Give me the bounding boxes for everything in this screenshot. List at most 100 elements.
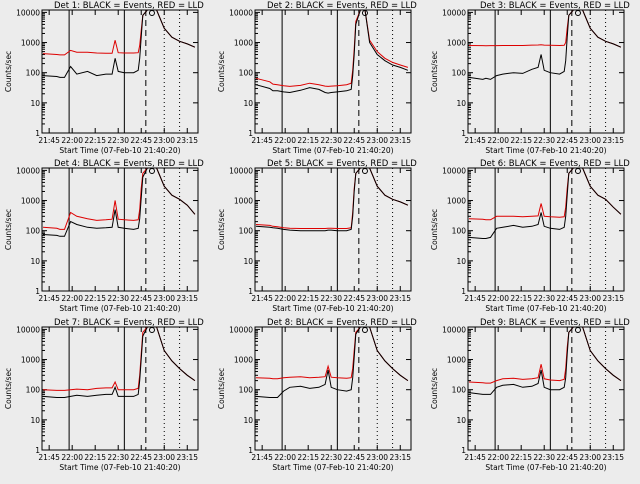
x-axis-label: Start Time (07-Feb-10 21:40:20) [272, 304, 393, 313]
x-tick-label: 22:00 [487, 136, 509, 145]
plot-frame [254, 167, 412, 292]
panel-det-9: Det 9: BLACK = Events, RED = LLD 1 10 100 10… [430, 318, 630, 472]
x-tick-label: 21:45 [464, 294, 486, 303]
panel-det-5: Det 5: BLACK = Events, RED = LLD 1 10 100 10… [217, 159, 417, 313]
y-tick-label: 1000 [21, 197, 40, 206]
y-tick-label: 1 [35, 446, 40, 455]
x-axis-label: Start Time (07-Feb-10 21:40:20) [59, 463, 180, 472]
series-line-red [255, 9, 409, 87]
y-tick-label: 1 [461, 129, 466, 138]
y-tick-label: 1000 [447, 39, 466, 48]
panel-det-1: Det 1: BLACK = Events, RED = LLD 1 10 100 10… [4, 1, 204, 155]
panel-title: Det 3: BLACK = Events, RED = LLD [480, 1, 630, 11]
x-tick-label: 22:45 [130, 136, 152, 145]
y-tick-label: 10 [30, 257, 40, 266]
y-tick-label: 10 [30, 416, 40, 425]
y-tick-label: 1 [461, 446, 466, 455]
x-tick-label: 22:00 [274, 294, 296, 303]
series-line-black [468, 9, 622, 80]
x-tick-label: 22:00 [487, 294, 509, 303]
x-tick-label: 22:15 [297, 294, 319, 303]
y-axis-label: Counts/sec [430, 368, 439, 409]
y-tick-label: 100 [26, 69, 41, 78]
panel-title: Det 6: BLACK = Events, RED = LLD [480, 159, 630, 169]
x-tick-label: 21:45 [251, 136, 273, 145]
x-axis-label: Start Time (07-Feb-10 21:40:20) [59, 146, 180, 155]
x-tick-label: 23:00 [153, 453, 175, 462]
y-axis-label: Counts/sec [4, 209, 13, 250]
y-tick-label: 10000 [16, 8, 40, 17]
panel-det-4: Det 4: BLACK = Events, RED = LLD 1 10 100 10… [4, 159, 204, 313]
x-tick-label: 22:45 [343, 294, 365, 303]
series-line-black [255, 167, 409, 232]
series-line-red [468, 9, 622, 48]
y-axis-label: Counts/sec [4, 368, 13, 409]
panel-title: Det 2: BLACK = Events, RED = LLD [267, 1, 417, 11]
panel-title: Det 5: BLACK = Events, RED = LLD [267, 159, 417, 169]
x-tick-label: 22:30 [533, 294, 555, 303]
x-tick-label: 21:45 [38, 453, 60, 462]
y-tick-label: 100 [26, 386, 41, 395]
y-tick-label: 10000 [229, 166, 253, 175]
y-axis-label: Counts/sec [430, 209, 439, 250]
panel-title: Det 8: BLACK = Events, RED = LLD [267, 318, 417, 328]
y-tick-label: 10000 [442, 166, 466, 175]
y-tick-label: 100 [239, 227, 254, 236]
marker-circle [361, 168, 368, 174]
x-tick-label: 22:15 [510, 294, 532, 303]
x-tick-label: 22:45 [556, 453, 578, 462]
y-tick-label: 1 [248, 446, 253, 455]
x-tick-label: 22:45 [556, 294, 578, 303]
series-line-red [42, 326, 196, 391]
marker-circle [574, 10, 581, 16]
plot-frame [41, 167, 199, 292]
plot-frame [41, 9, 199, 134]
series-line-red [255, 167, 409, 229]
y-tick-label: 1000 [21, 356, 40, 365]
x-tick-label: 23:15 [176, 136, 198, 145]
y-tick-label: 100 [452, 69, 467, 78]
x-tick-label: 22:00 [61, 453, 83, 462]
x-tick-label: 23:00 [366, 453, 388, 462]
marker-circle [574, 327, 581, 333]
y-tick-label: 10000 [16, 325, 40, 334]
y-tick-label: 10000 [442, 8, 466, 17]
x-tick-label: 22:00 [274, 136, 296, 145]
y-tick-label: 1000 [21, 39, 40, 48]
x-tick-label: 23:00 [366, 136, 388, 145]
x-tick-label: 21:45 [38, 136, 60, 145]
x-tick-label: 21:45 [251, 294, 273, 303]
x-tick-label: 23:00 [579, 453, 601, 462]
x-tick-label: 21:45 [251, 453, 273, 462]
marker-circle [361, 327, 368, 333]
y-tick-label: 10 [456, 416, 466, 425]
y-tick-label: 10000 [229, 8, 253, 17]
y-tick-label: 10 [243, 99, 253, 108]
x-tick-label: 22:15 [297, 136, 319, 145]
series-line-black [42, 167, 196, 237]
x-tick-label: 22:45 [556, 136, 578, 145]
y-tick-label: 10 [243, 416, 253, 425]
series-line-black [42, 326, 196, 398]
plot-frame [467, 9, 625, 134]
x-tick-label: 22:30 [320, 453, 342, 462]
y-axis-label: Counts/sec [4, 51, 13, 92]
x-tick-label: 22:30 [533, 136, 555, 145]
x-tick-label: 22:00 [61, 294, 83, 303]
x-tick-label: 22:15 [510, 136, 532, 145]
x-tick-label: 22:00 [274, 453, 296, 462]
x-tick-label: 22:30 [533, 453, 555, 462]
panel-det-6: Det 6: BLACK = Events, RED = LLD 1 10 100 10… [430, 159, 630, 313]
y-tick-label: 10 [456, 99, 466, 108]
x-tick-label: 23:15 [602, 136, 624, 145]
x-axis-label: Start Time (07-Feb-10 21:40:20) [59, 304, 180, 313]
y-axis-label: Counts/sec [217, 368, 226, 409]
y-axis-label: Counts/sec [217, 209, 226, 250]
panel-det-2: Det 2: BLACK = Events, RED = LLD 1 10 100 10… [217, 1, 417, 155]
series-line-black [255, 9, 409, 94]
x-tick-label: 23:15 [176, 453, 198, 462]
y-tick-label: 100 [239, 386, 254, 395]
y-tick-label: 100 [239, 69, 254, 78]
